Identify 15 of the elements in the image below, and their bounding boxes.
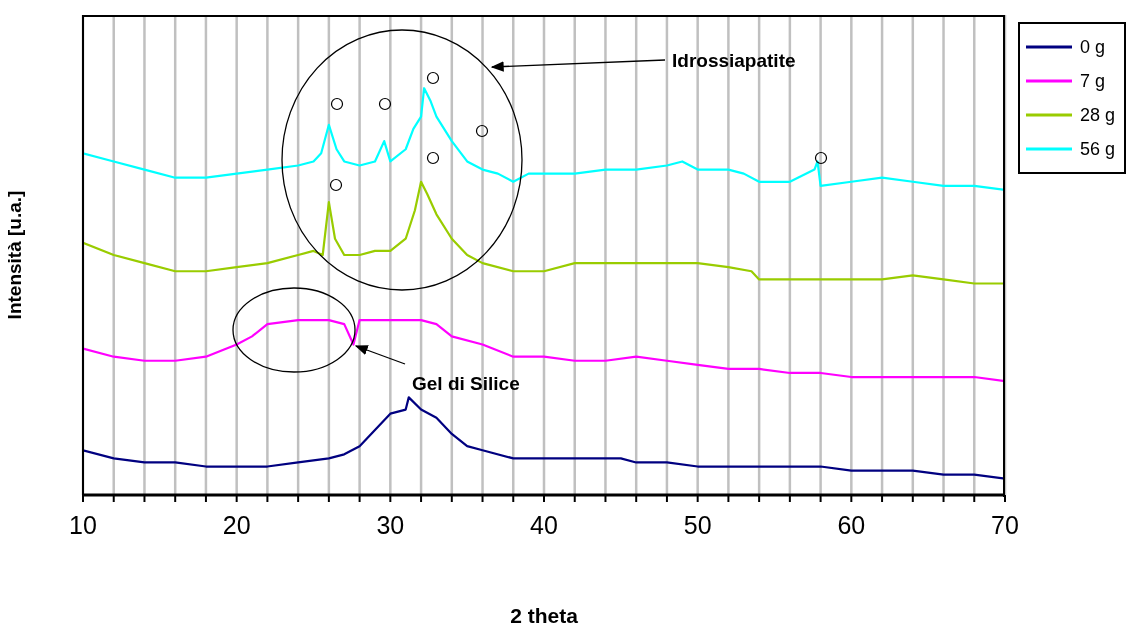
x-tick-label: 20 bbox=[222, 510, 251, 539]
x-tick-label: 60 bbox=[837, 510, 866, 539]
legend-label: 7 g bbox=[1080, 70, 1106, 92]
legend-label: 0 g bbox=[1080, 36, 1106, 58]
text: Idrossiapatite bbox=[672, 50, 796, 71]
x-tick-label: 10 bbox=[69, 510, 97, 539]
legend-label: 56 g bbox=[1080, 138, 1116, 160]
annotation: Gel di Silice bbox=[412, 373, 520, 394]
x-tick-label: 40 bbox=[530, 510, 558, 539]
x-tick-label: 30 bbox=[376, 510, 405, 539]
legend-label: 28 g bbox=[1080, 104, 1116, 126]
x-axis-title: 2 theta bbox=[510, 604, 579, 625]
x-tick-label: 70 bbox=[991, 510, 1019, 539]
x-tick-label: 50 bbox=[683, 510, 712, 539]
y-axis-title: Intensità [u.a.] bbox=[3, 190, 25, 320]
